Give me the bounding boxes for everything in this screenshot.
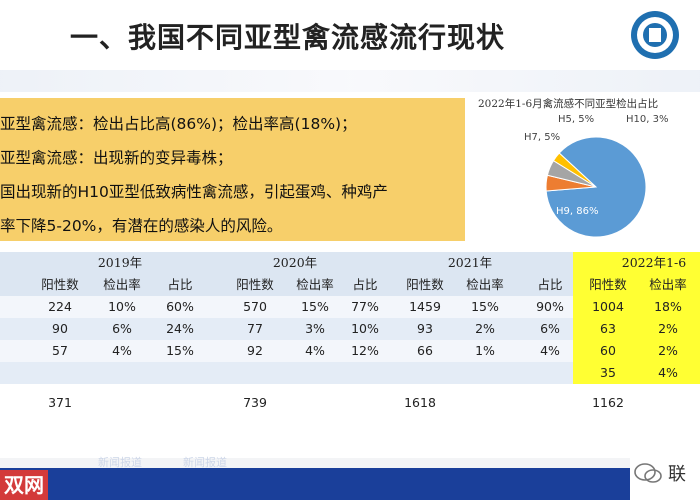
table-total-row: 371 739 1618 1162 <box>0 392 700 414</box>
wechat-badge: 联 <box>630 450 700 500</box>
table-cell: 66 <box>417 343 433 358</box>
table-cell: 1459 <box>409 299 441 314</box>
table-cell: 4% <box>305 343 325 358</box>
subheader-8: 占比 <box>537 277 563 292</box>
table-cell: 570 <box>243 299 267 314</box>
blurred-divider <box>0 70 700 92</box>
col-2022-rate-header: 检出率 <box>649 277 687 292</box>
table-cell: 1% <box>475 343 495 358</box>
table-cell: 15% <box>166 343 194 358</box>
video-footer-band: 双网 新闻报道 新闻报道 联 <box>0 450 700 500</box>
emblem-logo-icon <box>631 11 679 59</box>
table-cell-2022: 60 <box>600 343 616 358</box>
pie-label-1: H7, 5% <box>524 132 560 143</box>
table-row: 57 4% 15% 92 4% 12% 66 1% 4% <box>0 340 700 362</box>
table-cell: 15% <box>471 299 499 314</box>
table-cell-2022: 2% <box>658 343 678 358</box>
note-line-4: 率下降5-20%，有潜在的感染人的风险。 <box>0 217 283 235</box>
table-cell: 15% <box>301 299 329 314</box>
table-cell: 2% <box>475 321 495 336</box>
pie-chart-svg: H9, 86% H7, 5% H5, 5% H10, 3% <box>524 114 668 238</box>
highlight-2022-column: 2022年1-6 阳性数 检出率 1004 18% 63 2% 60 2% 35 4% <box>573 252 700 384</box>
summary-note-box: 亚型禽流感：检出占比高(86%)；检出率高(18%)； 亚型禽流感：出现新的变异… <box>0 98 465 241</box>
table-cell-2022: 35 <box>600 365 616 380</box>
table-cell: 77 <box>247 321 263 336</box>
year-header-2020: 2020年 <box>272 255 318 270</box>
total-2019: 371 <box>48 395 72 410</box>
subheader-1: 检出率 <box>103 277 141 292</box>
wechat-icon <box>634 463 662 483</box>
pie-chart-title: 2022年1-6月禽流感不同亚型检出占比 <box>478 98 659 110</box>
table-cell: 90% <box>536 299 564 314</box>
badge-text: 联 <box>668 464 686 485</box>
table-cell: 92 <box>247 343 263 358</box>
table-cell: 10% <box>108 299 136 314</box>
note-line-2: 亚型禽流感：出现新的变异毒株； <box>0 149 233 167</box>
table-cell: 3% <box>305 321 325 336</box>
table-cell: 6% <box>112 321 132 336</box>
table-year-header: 2019年 2020年 2021年 <box>0 252 700 274</box>
table-row <box>0 362 700 384</box>
table-cell-2022: 18% <box>654 299 682 314</box>
subheader-6: 阳性数 <box>406 277 444 292</box>
pie-label-2: H5, 5% <box>558 114 594 125</box>
channel-logo: 双网 <box>0 470 48 500</box>
table-cell: 6% <box>540 321 560 336</box>
table-cell: 224 <box>48 299 72 314</box>
col-2022-positive-header: 阳性数 <box>589 277 627 292</box>
subheader-3: 阳性数 <box>236 277 274 292</box>
subheader-0: 阳性数 <box>41 277 79 292</box>
table-cell-2022: 1004 <box>592 299 624 314</box>
table-cell: 4% <box>540 343 560 358</box>
total-2022: 1162 <box>592 395 624 410</box>
subheader-4: 检出率 <box>296 277 334 292</box>
table-cell: 12% <box>351 343 379 358</box>
footer-tab-2[interactable]: 新闻报道 <box>183 456 227 469</box>
table-cell-2022: 4% <box>658 365 678 380</box>
table-cell: 24% <box>166 321 194 336</box>
table-cell: 93 <box>417 321 433 336</box>
subheader-2: 占比 <box>167 277 193 292</box>
table-subheader: 阳性数 检出率 占比 阳性数 检出率 占比 阳性数 检出率 占比 <box>0 274 700 296</box>
table-cell: 4% <box>112 343 132 358</box>
table-cell-2022: 2% <box>658 321 678 336</box>
year-header-2022: 2022年1-6 <box>621 255 687 270</box>
subtype-pie-chart: 2022年1-6月禽流感不同亚型检出占比 H9, 86% H7, 5% H5, 5%… <box>478 92 688 252</box>
note-line-1: 亚型禽流感：检出占比高(86%)；检出率高(18%)； <box>0 115 357 133</box>
pie-label-0: H9, 86% <box>556 206 598 217</box>
table-cell-2022: 63 <box>600 321 616 336</box>
table-cell: 90 <box>52 321 68 336</box>
table-row: 90 6% 24% 77 3% 10% 93 2% 6% <box>0 318 700 340</box>
year-header-2019: 2019年 <box>97 255 143 270</box>
subheader-7: 检出率 <box>466 277 504 292</box>
footer-tab-1[interactable]: 新闻报道 <box>98 456 142 469</box>
total-2021: 1618 <box>404 395 436 410</box>
pie-slice-3 <box>552 152 597 188</box>
subheader-5: 占比 <box>352 277 378 292</box>
table-cell: 10% <box>351 321 379 336</box>
table-cell: 77% <box>351 299 379 314</box>
table-cell: 57 <box>52 343 68 358</box>
slide-title: 一、我国不同亚型禽流感流行现状 <box>70 21 506 54</box>
table-row: 224 10% 60% 570 15% 77% 1459 15% 90% <box>0 296 700 318</box>
total-2020: 739 <box>243 395 267 410</box>
note-line-3: 国出现新的H10亚型低致病性禽流感，引起蛋鸡、种鸡产 <box>0 183 388 201</box>
table-cell: 60% <box>166 299 194 314</box>
pie-label-3: H10, 3% <box>626 114 668 125</box>
year-header-2021: 2021年 <box>447 255 493 270</box>
